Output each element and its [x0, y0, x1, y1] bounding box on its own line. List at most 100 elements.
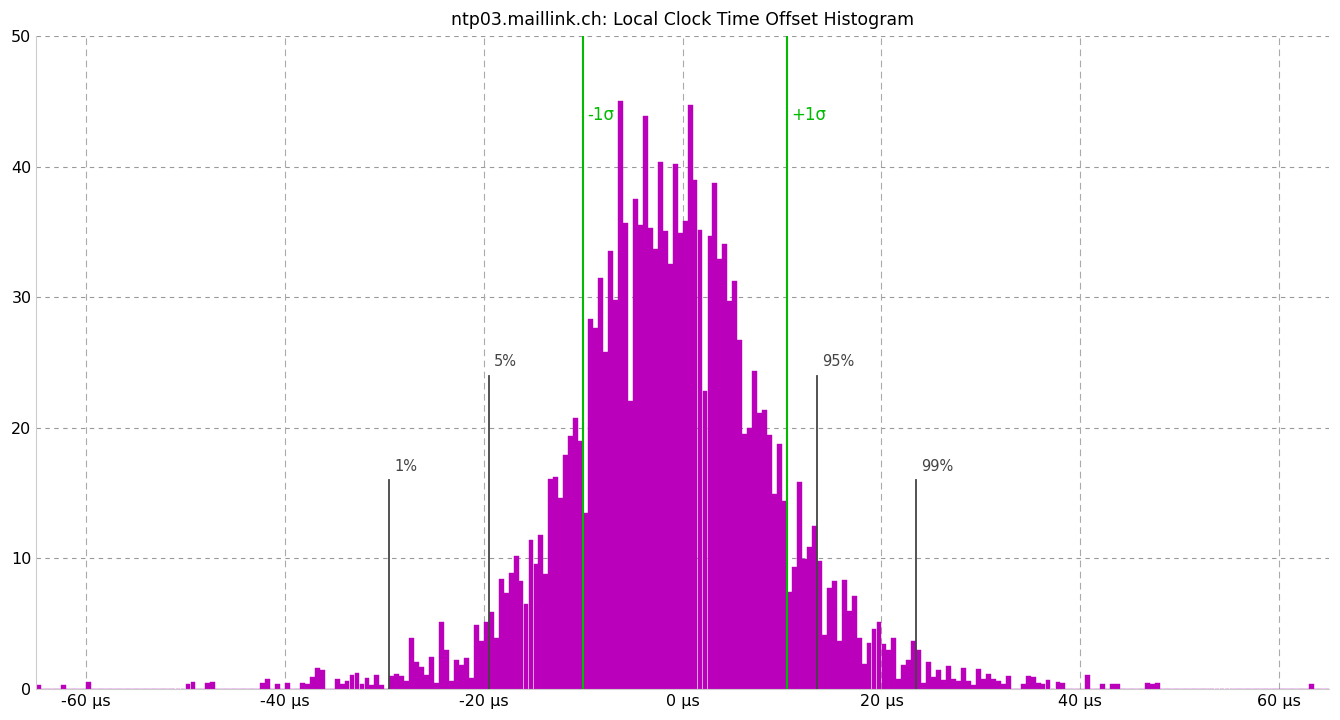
Bar [663, 231, 667, 689]
Bar [310, 677, 315, 689]
Bar [772, 494, 777, 689]
Bar [425, 675, 429, 689]
Bar [339, 684, 344, 689]
Bar [702, 391, 708, 689]
Bar [1041, 685, 1045, 689]
Bar [836, 641, 842, 689]
Bar [623, 223, 628, 689]
Bar [717, 259, 722, 689]
Bar [856, 639, 862, 689]
Bar [643, 117, 647, 689]
Bar [797, 482, 801, 689]
Bar [972, 685, 976, 689]
Bar [528, 541, 533, 689]
Bar [548, 479, 553, 689]
Bar [275, 684, 280, 689]
Bar [862, 665, 867, 689]
Bar [922, 683, 926, 689]
Bar [265, 679, 269, 689]
Bar [1030, 677, 1036, 689]
Bar [449, 681, 454, 689]
Bar [852, 596, 856, 689]
Bar [603, 352, 608, 689]
Bar [667, 264, 673, 689]
Bar [882, 644, 886, 689]
Bar [981, 679, 986, 689]
Text: +1σ: +1σ [791, 106, 825, 124]
Bar [210, 683, 216, 689]
Text: -1σ: -1σ [587, 106, 614, 124]
Bar [618, 101, 623, 689]
Bar [1006, 676, 1010, 689]
Bar [827, 588, 832, 689]
Bar [1025, 676, 1030, 689]
Bar [583, 513, 588, 689]
Bar [344, 680, 350, 689]
Bar [300, 683, 304, 689]
Bar [937, 670, 941, 689]
Bar [986, 674, 990, 689]
Bar [807, 547, 812, 689]
Bar [673, 164, 678, 689]
Bar [320, 670, 324, 689]
Bar [1150, 683, 1155, 689]
Bar [832, 581, 836, 689]
Bar [498, 579, 504, 689]
Text: 5%: 5% [493, 354, 517, 369]
Bar [628, 401, 632, 689]
Bar [678, 233, 682, 689]
Bar [405, 680, 409, 689]
Bar [847, 611, 852, 689]
Bar [86, 682, 91, 689]
Bar [792, 567, 797, 689]
Bar [817, 561, 821, 689]
Bar [379, 685, 385, 689]
Bar [588, 319, 594, 689]
Bar [509, 573, 513, 689]
Bar [484, 622, 489, 689]
Bar [996, 681, 1001, 689]
Bar [513, 556, 519, 689]
Bar [1036, 683, 1040, 689]
Bar [474, 624, 478, 689]
Bar [533, 564, 539, 689]
Bar [190, 682, 196, 689]
Bar [559, 498, 563, 689]
Bar [205, 683, 210, 689]
Bar [931, 678, 937, 689]
Bar [698, 230, 702, 689]
Bar [504, 593, 509, 689]
Bar [62, 685, 66, 689]
Bar [742, 434, 748, 689]
Bar [563, 455, 568, 689]
Text: 95%: 95% [821, 354, 854, 369]
Bar [370, 685, 374, 689]
Bar [941, 680, 946, 689]
Bar [185, 684, 190, 689]
Bar [867, 643, 871, 689]
Bar [748, 428, 752, 689]
Bar [594, 328, 598, 689]
Text: 1%: 1% [394, 459, 417, 474]
Bar [722, 244, 728, 689]
Bar [693, 180, 698, 689]
Bar [638, 225, 643, 689]
Title: ntp03.maillink.ch: Local Clock Time Offset Histogram: ntp03.maillink.ch: Local Clock Time Offs… [452, 11, 914, 29]
Bar [976, 669, 981, 689]
Bar [682, 221, 687, 689]
Bar [906, 660, 911, 689]
Bar [871, 629, 876, 689]
Bar [1045, 680, 1051, 689]
Bar [812, 526, 817, 689]
Bar [464, 659, 469, 689]
Bar [429, 657, 434, 689]
Bar [260, 683, 265, 689]
Bar [553, 477, 559, 689]
Bar [957, 681, 961, 689]
Bar [801, 559, 807, 689]
Bar [757, 413, 762, 689]
Bar [454, 660, 458, 689]
Bar [1111, 684, 1115, 689]
Bar [658, 162, 663, 689]
Bar [896, 680, 902, 689]
